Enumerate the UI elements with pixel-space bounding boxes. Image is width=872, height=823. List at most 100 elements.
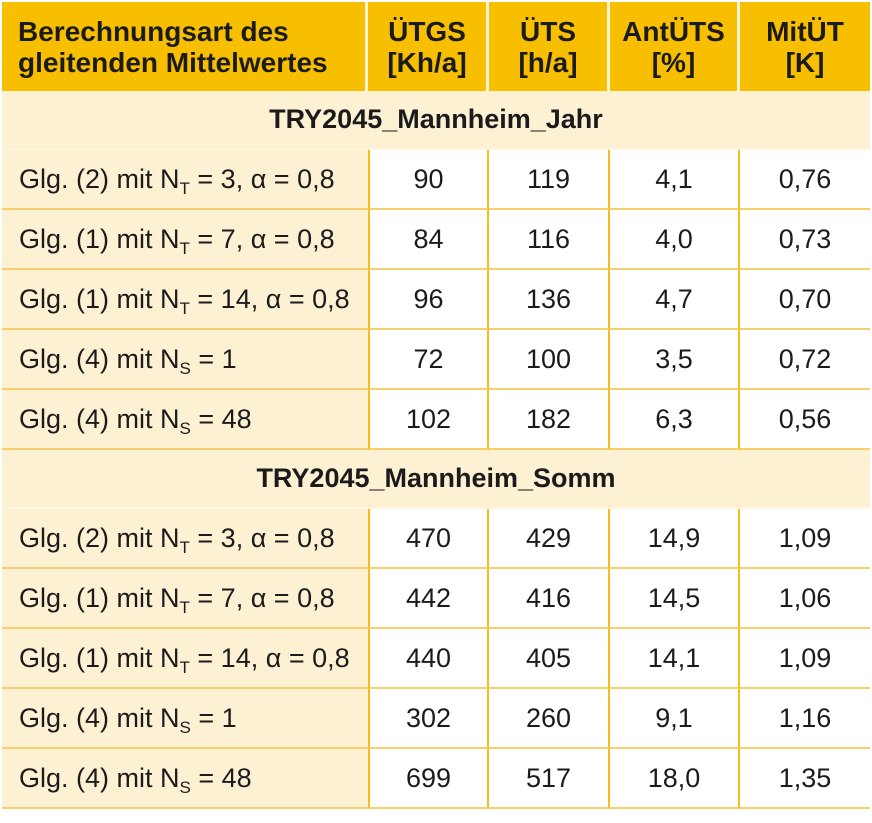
method-subscript: T [179, 298, 190, 318]
method-subscript: S [179, 717, 191, 737]
method-text: Glg. (2) mit N [19, 163, 180, 194]
method-subscript: S [179, 777, 191, 797]
uts-value: 119 [489, 150, 610, 210]
method-text: Glg. (4) mit N [19, 702, 180, 733]
method-text: Glg. (4) mit N [19, 403, 180, 434]
method-parameters: = 3, α = 0,8 [189, 522, 335, 553]
uts-value: 429 [489, 509, 610, 569]
method-text: Glg. (1) mit N [19, 582, 180, 613]
antuts-value: 4,0 [610, 210, 740, 270]
table-row: Glg. (1) mit NT = 14, α = 0,8 440 405 14,1 1… [2, 629, 870, 689]
utgs-value: 90 [368, 150, 489, 210]
method-cell: Glg. (4) mit NS = 1 [2, 330, 368, 390]
table-body: TRY2045_Mannheim_Jahr Glg. (2) mit NT = 3… [2, 91, 870, 809]
method-subscript: T [179, 238, 190, 258]
antuts-value: 14,1 [610, 629, 740, 689]
table-row: Glg. (4) mit NS = 48 102 182 6,3 0,56 [2, 390, 870, 450]
method-text: Glg. (2) mit N [19, 522, 180, 553]
utgs-value: 442 [368, 569, 489, 629]
method-text: Glg. (4) mit N [19, 343, 180, 374]
header-method: Berechnungsart des gleitenden Mittelwert… [2, 2, 368, 91]
mitut-value: 1,16 [740, 689, 870, 749]
utgs-value: 302 [368, 689, 489, 749]
method-text: Glg. (1) mit N [19, 642, 180, 673]
method-parameters: = 1 [190, 702, 237, 733]
section-title: TRY2045_Mannheim_Somm [2, 450, 870, 509]
table-row: Glg. (4) mit NS = 1 302 260 9,1 1,16 [2, 689, 870, 749]
antuts-value: 18,0 [610, 749, 740, 809]
uts-value: 136 [489, 270, 610, 330]
results-table: Berechnungsart des gleitenden Mittelwert… [2, 2, 870, 809]
header-utgs-unit: [Kh/a] [387, 46, 467, 78]
method-subscript: T [179, 657, 190, 677]
method-text: Glg. (1) mit N [19, 283, 180, 314]
method-cell: Glg. (4) mit NS = 48 [2, 749, 368, 809]
antuts-value: 14,9 [610, 509, 740, 569]
method-parameters: = 14, α = 0,8 [189, 642, 350, 673]
mitut-value: 1,09 [740, 509, 870, 569]
mitut-value: 0,70 [740, 270, 870, 330]
method-parameters: = 7, α = 0,8 [189, 223, 335, 254]
table-header: Berechnungsart des gleitenden Mittelwert… [2, 2, 870, 91]
method-subscript: S [179, 418, 191, 438]
header-uts-line1: ÜTS [520, 15, 576, 47]
method-cell: Glg. (1) mit NT = 14, α = 0,8 [2, 270, 368, 330]
method-parameters: = 48 [190, 762, 252, 793]
mitut-value: 1,35 [740, 749, 870, 809]
method-cell: Glg. (2) mit NT = 3, α = 0,8 [2, 509, 368, 569]
header-antuts: AntÜTS [%] [610, 2, 740, 91]
antuts-value: 9,1 [610, 689, 740, 749]
table-row: Glg. (1) mit NT = 7, α = 0,8 84 116 4,0 0,73 [2, 210, 870, 270]
method-parameters: = 14, α = 0,8 [189, 283, 350, 314]
utgs-value: 102 [368, 390, 489, 450]
header-antuts-unit: [%] [651, 46, 696, 78]
uts-value: 182 [489, 390, 610, 450]
header-utgs: ÜTGS [Kh/a] [368, 2, 489, 91]
utgs-value: 470 [368, 509, 489, 569]
utgs-value: 440 [368, 629, 489, 689]
method-parameters: = 3, α = 0,8 [189, 163, 335, 194]
method-cell: Glg. (4) mit NS = 1 [2, 689, 368, 749]
method-subscript: S [179, 358, 191, 378]
header-mitut-line1: MitÜT [766, 15, 844, 47]
method-cell: Glg. (1) mit NT = 7, α = 0,8 [2, 210, 368, 270]
mitut-value: 0,73 [740, 210, 870, 270]
mitut-value: 0,76 [740, 150, 870, 210]
header-antuts-line1: AntÜTS [622, 15, 725, 47]
header-uts: ÜTS [h/a] [489, 2, 610, 91]
method-parameters: = 1 [190, 343, 237, 374]
method-cell: Glg. (1) mit NT = 14, α = 0,8 [2, 629, 368, 689]
antuts-value: 6,3 [610, 390, 740, 450]
header-method-line2: gleitenden Mittelwertes [18, 46, 328, 78]
method-cell: Glg. (4) mit NS = 48 [2, 390, 368, 450]
uts-value: 100 [489, 330, 610, 390]
table-row: Glg. (1) mit NT = 14, α = 0,8 96 136 4,7 0,7… [2, 270, 870, 330]
antuts-value: 4,7 [610, 270, 740, 330]
header-uts-unit: [h/a] [518, 46, 578, 78]
method-subscript: T [179, 597, 190, 617]
method-cell: Glg. (1) mit NT = 7, α = 0,8 [2, 569, 368, 629]
mitut-value: 0,56 [740, 390, 870, 450]
mitut-value: 0,72 [740, 330, 870, 390]
uts-value: 116 [489, 210, 610, 270]
method-text: Glg. (1) mit N [19, 223, 180, 254]
utgs-value: 699 [368, 749, 489, 809]
utgs-value: 72 [368, 330, 489, 390]
section-row: TRY2045_Mannheim_Somm [2, 450, 870, 509]
method-cell: Glg. (2) mit NT = 3, α = 0,8 [2, 150, 368, 210]
antuts-value: 3,5 [610, 330, 740, 390]
table-row: Glg. (2) mit NT = 3, α = 0,8 470 429 14,9 1,… [2, 509, 870, 569]
method-parameters: = 48 [190, 403, 252, 434]
method-subscript: T [179, 178, 190, 198]
antuts-value: 4,1 [610, 150, 740, 210]
results-table-container: Berechnungsart des gleitenden Mittelwert… [2, 2, 870, 809]
header-mitut-unit: [K] [785, 46, 825, 78]
utgs-value: 84 [368, 210, 489, 270]
utgs-value: 96 [368, 270, 489, 330]
table-row: Glg. (4) mit NS = 1 72 100 3,5 0,72 [2, 330, 870, 390]
section-row: TRY2045_Mannheim_Jahr [2, 91, 870, 150]
mitut-value: 1,06 [740, 569, 870, 629]
uts-value: 405 [489, 629, 610, 689]
uts-value: 416 [489, 569, 610, 629]
mitut-value: 1,09 [740, 629, 870, 689]
